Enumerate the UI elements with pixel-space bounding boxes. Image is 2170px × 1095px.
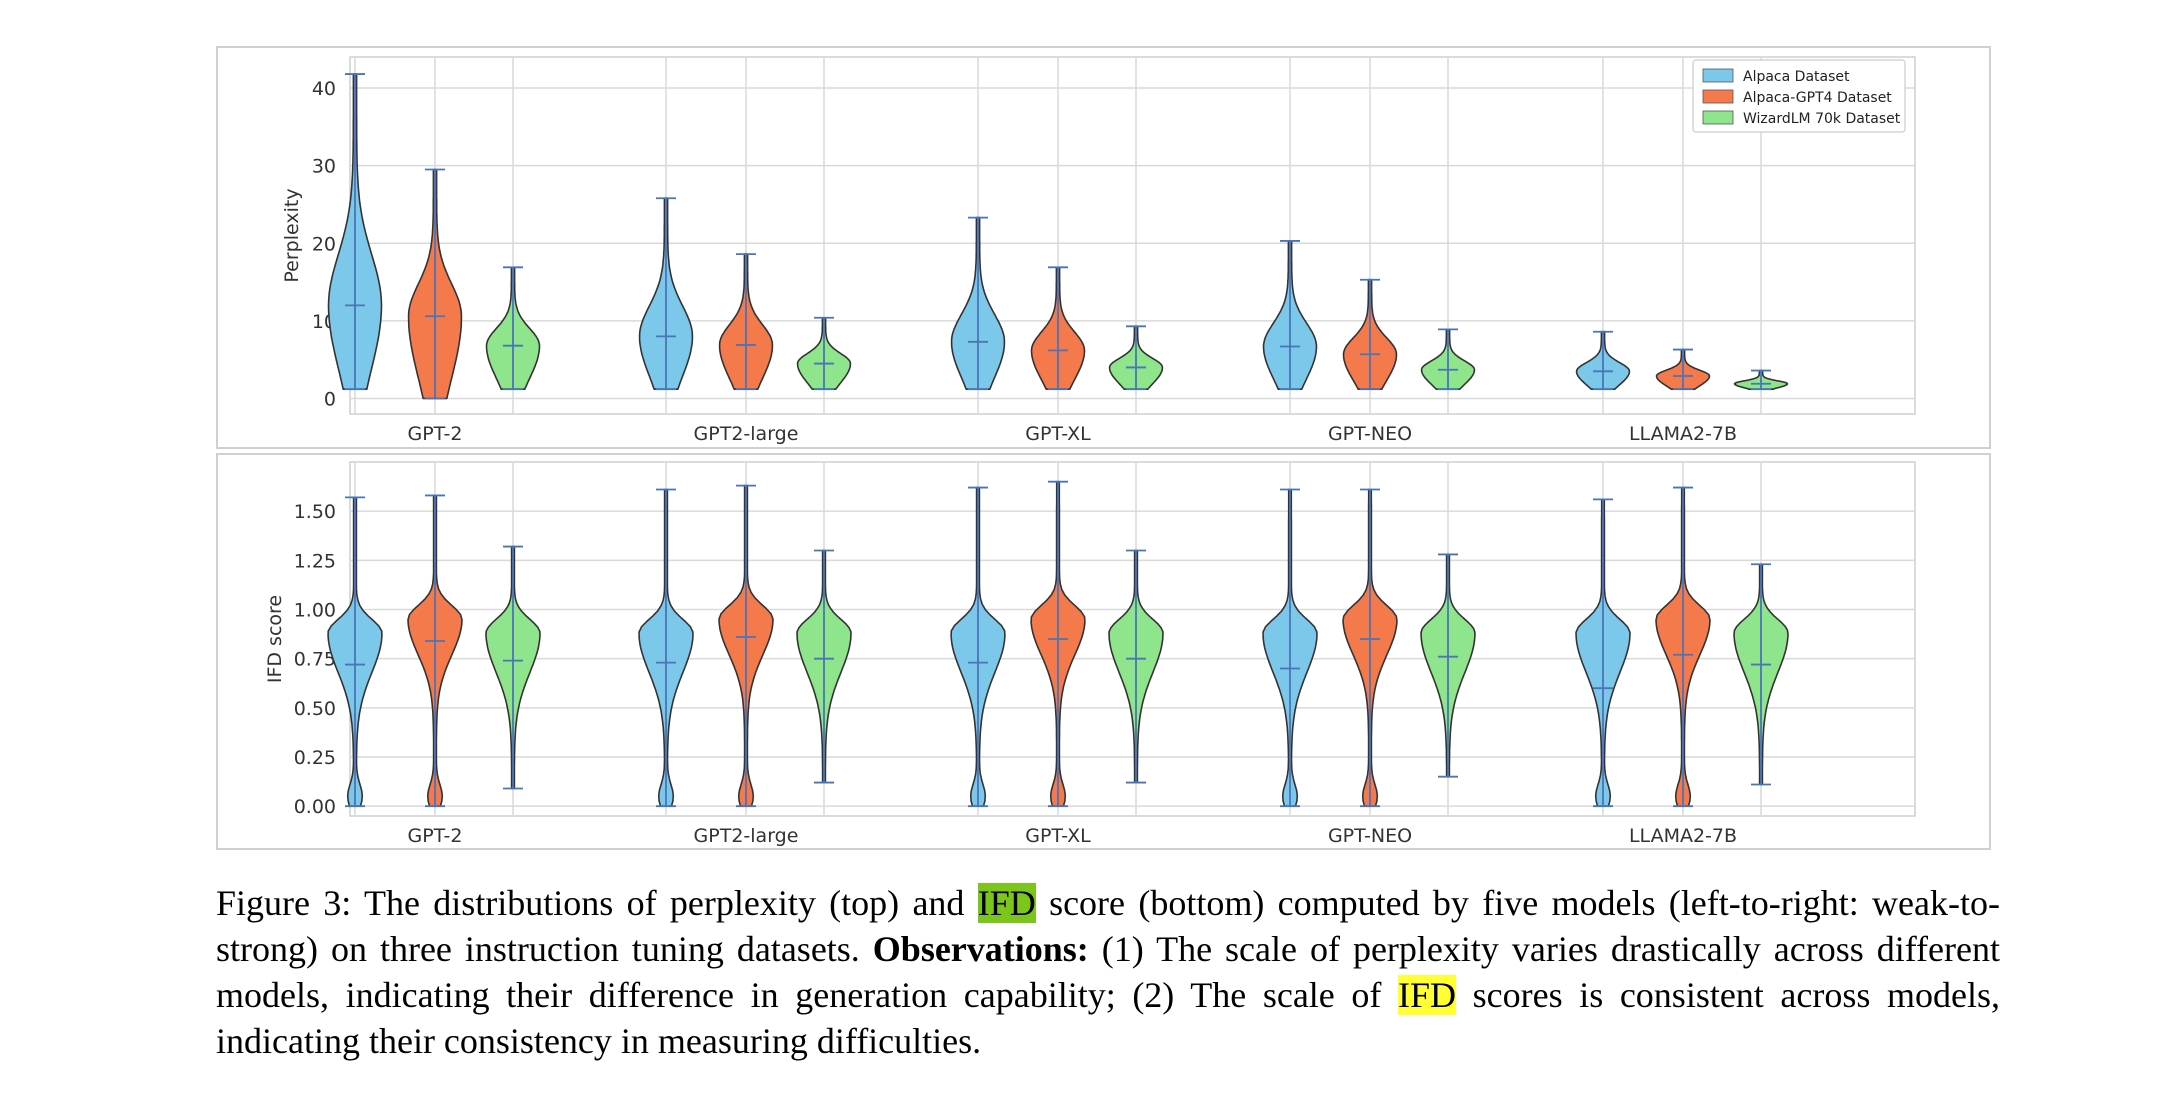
caption-ifd-highlight-2: IFD [1398, 975, 1457, 1015]
y-tick-label: 1.25 [294, 550, 336, 572]
figure-caption: Figure 3: The distributions of perplexit… [216, 880, 2000, 1064]
top-panel-frame [216, 46, 1991, 449]
y-axis-label: IFD score [264, 595, 286, 683]
y-tick-label: 0.00 [294, 796, 336, 818]
legend-swatch-wizardlm-70k-dataset [1702, 110, 1734, 125]
y-tick-label: 20 [312, 233, 336, 255]
x-tick-label-gpt2-large: GPT2-large [694, 825, 799, 847]
caption-text-2: score (bottom) computed by five models (… [216, 883, 2000, 969]
y-tick-label: 0 [324, 388, 336, 410]
y-tick-label: 30 [312, 156, 336, 178]
legend-box [1692, 59, 1906, 133]
legend-swatch-alpaca-gpt4-dataset [1702, 89, 1734, 104]
x-tick-label-gpt-neo: GPT-NEO [1328, 423, 1412, 445]
x-tick-label-gpt-2: GPT-2 [408, 825, 463, 847]
x-tick-label-gpt2-large: GPT2-large [694, 423, 799, 445]
y-axis-label: Perplexity [281, 188, 303, 282]
bottom-panel-frame [216, 453, 1991, 850]
caption-text-1: Figure 3: The distributions of perplexit… [216, 883, 978, 923]
y-tick-label: 0.75 [294, 649, 336, 671]
x-tick-label-llama2-7b: LLAMA2-7B [1629, 423, 1737, 445]
legend-swatch-alpaca-dataset [1702, 68, 1734, 83]
y-tick-label: 40 [312, 78, 336, 100]
y-tick-label: 0.50 [294, 698, 336, 720]
x-tick-label-gpt-2: GPT-2 [408, 423, 463, 445]
caption-ifd-highlight-1: IFD [977, 883, 1036, 923]
caption-observations-label: Observations: [872, 929, 1089, 969]
legend-label-alpaca-gpt4-dataset: Alpaca-GPT4 Dataset [1743, 90, 1892, 106]
caption-text-4: scores is consistent across models, indi… [216, 975, 2000, 1061]
ifd-score-chart: 0.00 0.25 0.50 0.75 1.00 1.25 1.50 IFD score GPT… [264, 461, 1916, 847]
legend-label-wizardlm-70k-dataset: WizardLM 70k Dataset [1743, 111, 1901, 127]
x-tick-label-gpt-xl: GPT-XL [1025, 423, 1091, 445]
legend-label-alpaca-dataset: Alpaca Dataset [1743, 69, 1850, 85]
caption-text-3: (1) The scale of perplexity varies drast… [216, 929, 2000, 1015]
x-tick-label-gpt-xl: GPT-XL [1025, 825, 1091, 847]
x-tick-label-llama2-7b: LLAMA2-7B [1629, 825, 1737, 847]
y-tick-label: 1.50 [294, 501, 336, 523]
y-tick-label: 0.25 [294, 747, 336, 769]
y-tick-label: 1.00 [294, 600, 336, 622]
x-tick-label-gpt-neo: GPT-NEO [1328, 825, 1412, 847]
